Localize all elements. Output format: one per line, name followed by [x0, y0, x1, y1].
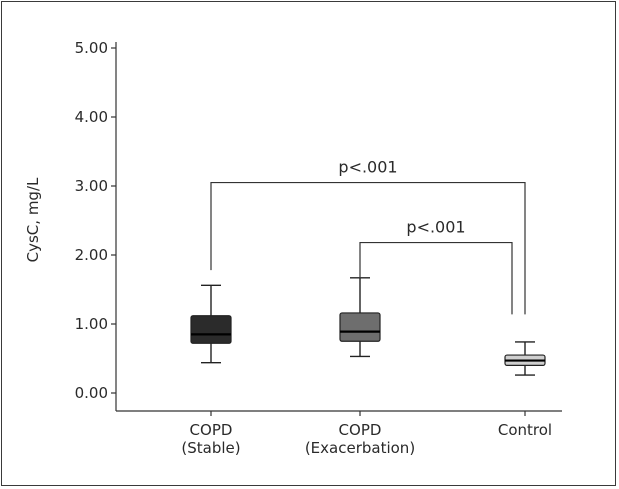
- box-iqr: [190, 315, 232, 344]
- y-axis-title: CysC, mg/L: [24, 177, 42, 262]
- p-value-label: p<.001: [406, 218, 465, 237]
- x-category-label-line: COPD: [190, 421, 233, 439]
- axes: [115, 42, 562, 416]
- x-category-label-line: (Exacerbation): [305, 439, 415, 457]
- y-tick-label: 5.00: [75, 39, 108, 57]
- box-0: [190, 284, 232, 364]
- bracket-line: [210, 181, 526, 315]
- y-tick-label: 2.00: [75, 246, 108, 264]
- x-category-label-line: (Stable): [181, 439, 240, 457]
- x-category-label: COPD(Stable): [181, 421, 240, 457]
- y-tick-label: 1.00: [75, 315, 108, 333]
- box-2: [504, 341, 546, 376]
- category-labels: COPD(Stable)COPD(Exacerbation)Control: [181, 421, 552, 457]
- y-tick-label: 3.00: [75, 177, 108, 195]
- x-category-label: Control: [498, 421, 552, 439]
- box-iqr: [339, 312, 381, 342]
- box-1: [339, 277, 381, 358]
- significance-bracket-1: p<.001: [359, 218, 513, 315]
- y-tick-label: 0.00: [75, 384, 108, 402]
- p-value-label: p<.001: [338, 158, 397, 177]
- y-tick-label: 4.00: [75, 108, 108, 126]
- x-category-label: COPD(Exacerbation): [305, 421, 415, 457]
- x-category-label-line: Control: [498, 421, 552, 439]
- y-ticks: 0.00 1.00 2.00 3.00 4.00 5.00: [75, 39, 116, 402]
- bracket-line: [359, 241, 513, 315]
- significance-annotations: p<.001 p<.001: [210, 158, 526, 315]
- boxes: [190, 277, 546, 376]
- significance-bracket-0: p<.001: [210, 158, 526, 315]
- x-category-label-line: COPD: [339, 421, 382, 439]
